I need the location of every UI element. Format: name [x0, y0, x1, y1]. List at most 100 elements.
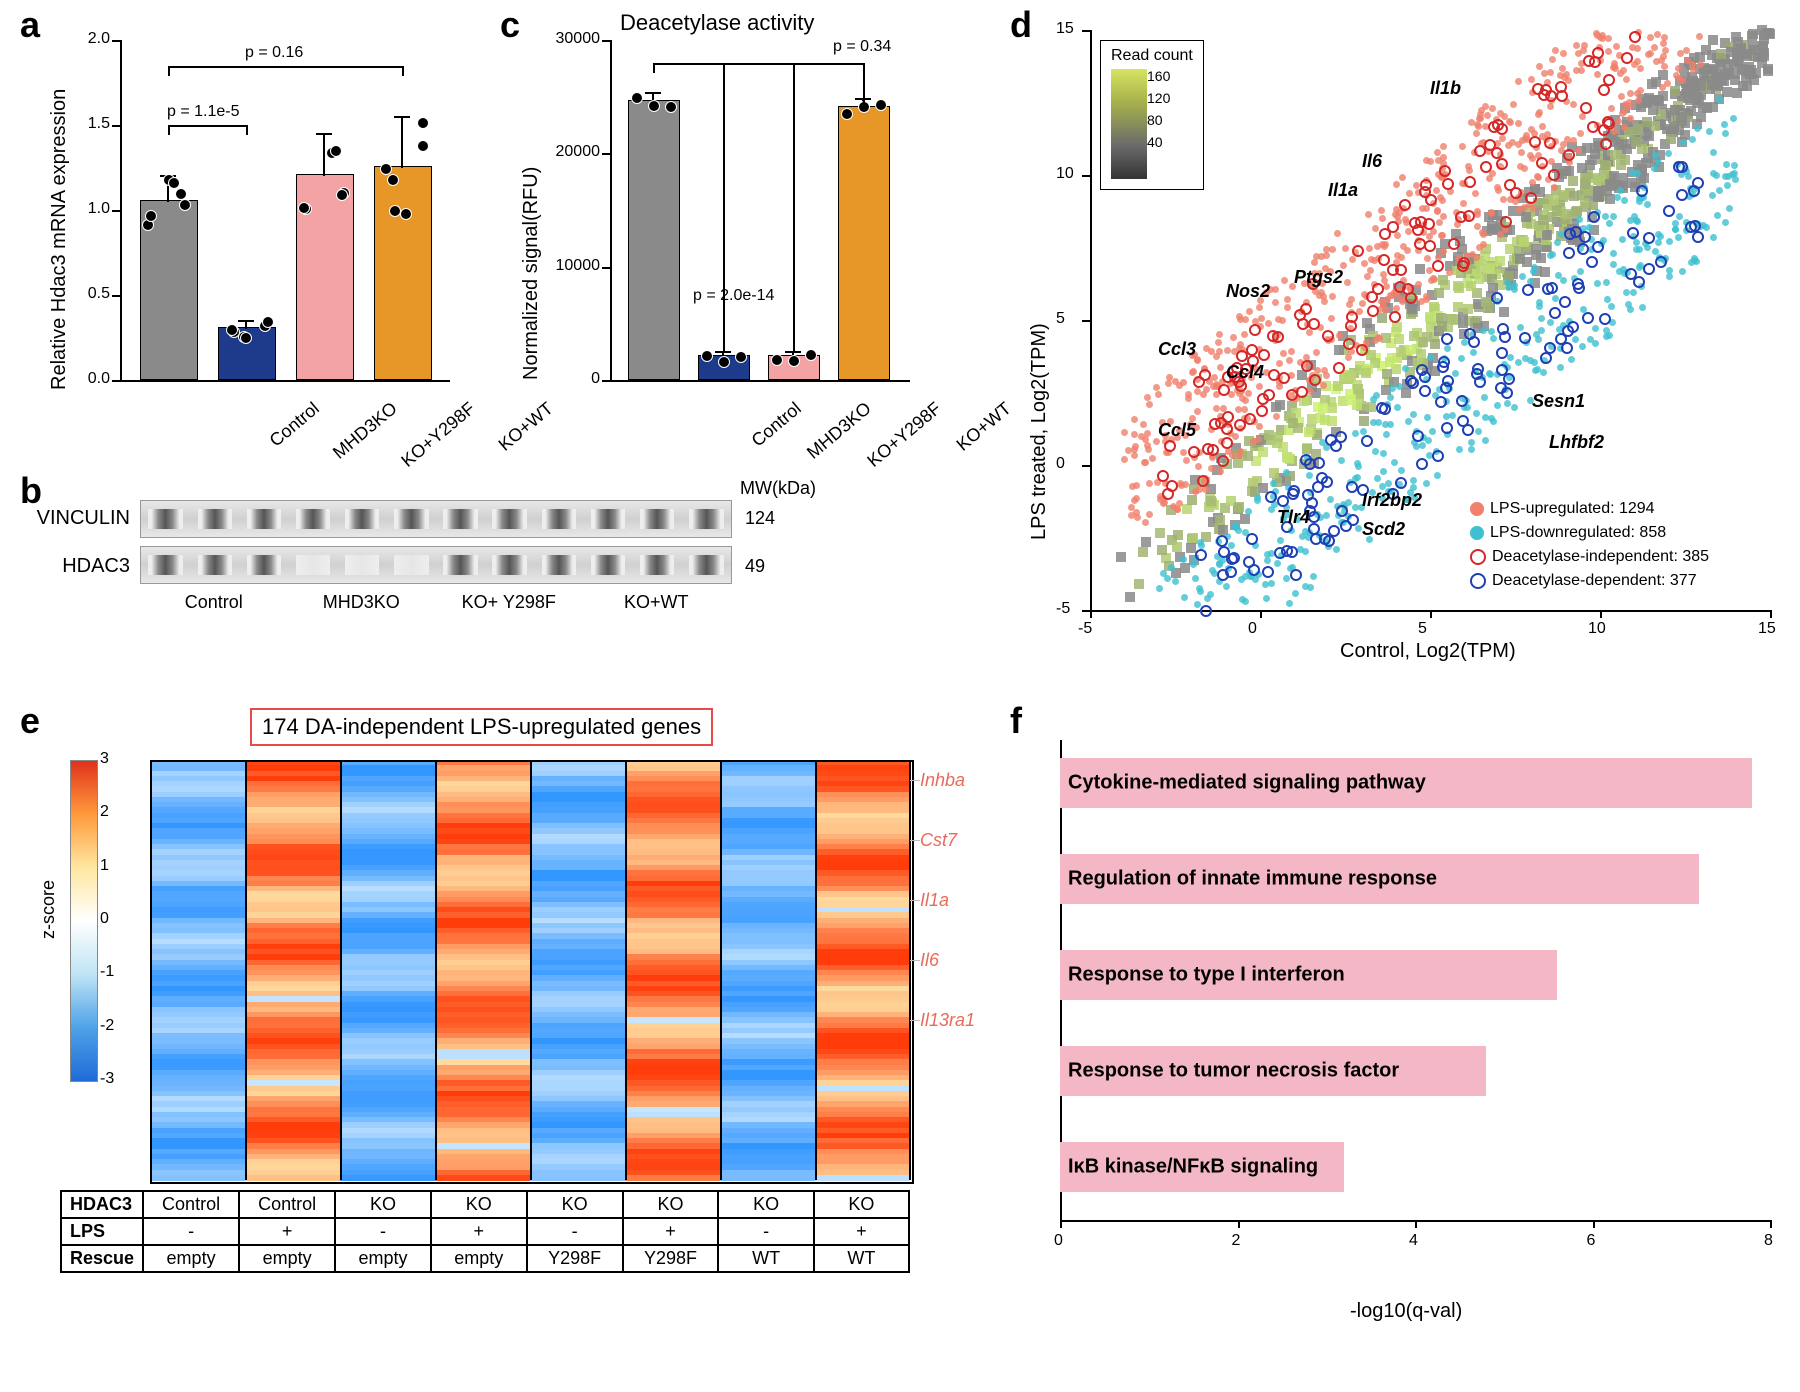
- datapoint: [240, 332, 252, 344]
- pt-up: [1438, 232, 1445, 239]
- pval-text: p = 1.1e-5: [167, 103, 240, 121]
- band: [542, 555, 576, 575]
- band: [148, 555, 182, 575]
- cond-cell: empty: [335, 1245, 431, 1272]
- band: [689, 555, 723, 575]
- pt-up: [1661, 63, 1668, 70]
- pt-ring-indep: [1367, 305, 1379, 317]
- density-sq: [1569, 191, 1579, 201]
- pt-ring-dep: [1599, 313, 1611, 325]
- pt-down: [1623, 289, 1630, 296]
- pt-ring-indep: [1234, 419, 1246, 431]
- pt-down: [1665, 150, 1672, 157]
- pt-up: [1500, 196, 1507, 203]
- gene-leader: [910, 780, 920, 781]
- pt-down: [1196, 585, 1203, 592]
- pt-up: [1273, 413, 1280, 420]
- band: [198, 509, 232, 529]
- legend-text: Deacetylase-dependent: 377: [1492, 572, 1697, 590]
- pt-up: [1349, 256, 1356, 263]
- pt-down: [1470, 349, 1477, 356]
- pt-down: [1380, 450, 1387, 457]
- datapoint: [631, 92, 643, 104]
- legend-item: Deacetylase-dependent: 377: [1470, 572, 1697, 590]
- pt-down: [1481, 394, 1488, 401]
- density-sq: [1495, 256, 1505, 266]
- pt-down: [1517, 324, 1524, 331]
- pval-text: p = 0.16: [245, 44, 303, 62]
- pt-ring-indep: [1587, 121, 1599, 133]
- fbar-label: IκB kinase/NFκB signaling: [1068, 1156, 1318, 1179]
- pt-down: [1515, 359, 1522, 366]
- pt-ring-indep: [1218, 384, 1230, 396]
- pt-down: [1180, 556, 1187, 563]
- datapoint: [387, 174, 399, 186]
- pt-up: [1258, 315, 1265, 322]
- cond-cell: empty: [431, 1245, 527, 1272]
- pt-down: [1716, 96, 1723, 103]
- density-sq: [1172, 542, 1182, 552]
- pt-up: [1621, 124, 1628, 131]
- pt-down: [1685, 173, 1692, 180]
- pt-down: [1610, 250, 1617, 257]
- pt-ring-indep: [1297, 318, 1309, 330]
- pt-ring-dep: [1419, 385, 1431, 397]
- pt-down: [1264, 557, 1271, 564]
- band: [542, 509, 576, 529]
- pt-up: [1645, 51, 1652, 58]
- cond-header: LPS: [61, 1218, 143, 1245]
- pt-up: [1679, 77, 1686, 84]
- pt-ring-indep: [1629, 31, 1641, 43]
- density-sq: [1425, 312, 1435, 322]
- pt-ring-dep: [1281, 545, 1293, 557]
- pbracket-drop: [863, 63, 865, 104]
- density-sq: [1616, 160, 1626, 170]
- density-sq: [1187, 495, 1197, 505]
- pt-ring-dep: [1689, 220, 1701, 232]
- pt-up: [1364, 273, 1371, 280]
- pt-up: [1359, 300, 1366, 307]
- density-sq: [1542, 230, 1552, 240]
- pt-down: [1219, 557, 1226, 564]
- pt-ring-indep: [1333, 362, 1345, 374]
- pt-up: [1366, 245, 1373, 252]
- pt-up: [1342, 245, 1349, 252]
- pt-down: [1238, 576, 1245, 583]
- pt-ring-indep: [1425, 194, 1437, 206]
- pt-ring-indep: [1563, 149, 1575, 161]
- pt-down: [1519, 273, 1526, 280]
- pt-up: [1256, 423, 1263, 430]
- legend-text: LPS-downregulated: 858: [1490, 524, 1666, 542]
- band: [296, 555, 330, 575]
- pt-ring-dep: [1564, 228, 1576, 240]
- cond-cell: +: [814, 1218, 909, 1245]
- pt-ring-indep: [1592, 47, 1604, 59]
- pt-up: [1131, 452, 1138, 459]
- density-sq: [1180, 563, 1190, 573]
- pt-up: [1213, 405, 1220, 412]
- pt-down: [1194, 601, 1201, 608]
- pt-up: [1653, 58, 1660, 65]
- panel-e-title: 174 DA-independent LPS-upregulated genes: [250, 708, 713, 746]
- pt-up: [1573, 42, 1580, 49]
- pt-ring-indep: [1463, 210, 1475, 222]
- pt-up: [1288, 348, 1295, 355]
- pt-up: [1406, 190, 1413, 197]
- gene-Scd2: Scd2: [1362, 519, 1405, 540]
- panel-a-yaxis: [120, 40, 122, 380]
- pt-up: [1306, 329, 1313, 336]
- pt-down: [1691, 257, 1698, 264]
- ytick-label: 2.0: [70, 30, 110, 48]
- pt-up: [1155, 391, 1162, 398]
- datapoint: [145, 210, 157, 222]
- pt-down: [1639, 304, 1646, 311]
- pt-down: [1338, 457, 1345, 464]
- density-sq: [1722, 87, 1732, 97]
- pt-down: [1354, 460, 1361, 467]
- gene-leader: [910, 840, 920, 841]
- density-sq: [1642, 117, 1652, 127]
- pt-down: [1292, 590, 1299, 597]
- pt-down: [1333, 546, 1340, 553]
- pt-ring-dep: [1361, 435, 1373, 447]
- pt-up: [1378, 207, 1385, 214]
